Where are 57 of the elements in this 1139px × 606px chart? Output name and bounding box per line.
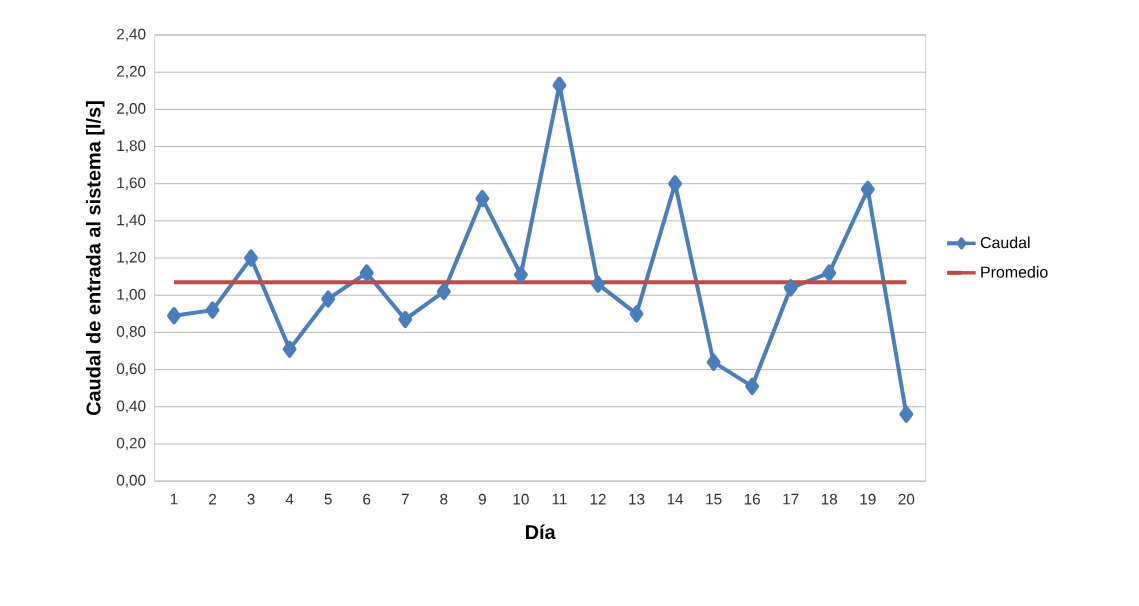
y-tick-label: 2,20 xyxy=(117,65,146,79)
x-tick-label: 19 xyxy=(860,493,876,505)
x-tick-label: 13 xyxy=(629,493,645,505)
point xyxy=(899,405,914,423)
y-axis-title: Caudal de entrada al sistema [l/s] xyxy=(85,101,105,416)
point xyxy=(513,266,528,284)
point xyxy=(436,282,451,301)
legend-label: Promedio xyxy=(981,265,1048,278)
x-tick-label: 3 xyxy=(247,493,255,505)
point xyxy=(591,275,605,293)
x-tick-label: 16 xyxy=(744,493,760,505)
x-tick-label: 1 xyxy=(170,493,178,505)
x-tick-label: 15 xyxy=(706,493,722,505)
x-tick-label: 12 xyxy=(590,493,606,505)
y-tick-label: 1,00 xyxy=(117,288,146,302)
point xyxy=(552,76,567,94)
x-tick-label: 2 xyxy=(209,493,217,505)
x-tick-label: 10 xyxy=(513,493,529,505)
point xyxy=(668,174,683,193)
y-tick-label: 1,20 xyxy=(117,251,146,265)
x-tick-label: 6 xyxy=(363,493,371,505)
x-tick-label: 9 xyxy=(478,493,486,505)
x-tick-label: 7 xyxy=(401,493,409,505)
x-tick-label: 4 xyxy=(285,493,294,505)
point xyxy=(244,249,259,267)
x-tick-label: 18 xyxy=(821,493,838,505)
y-tick-label: 1,40 xyxy=(117,214,146,228)
y-tick-label: 0,60 xyxy=(116,363,146,376)
x-tick-label: 5 xyxy=(324,493,332,505)
y-tick-label: 1,60 xyxy=(117,177,146,190)
point xyxy=(282,340,297,358)
x-tick-label: 11 xyxy=(552,493,567,505)
x-tick-label: 17 xyxy=(783,493,799,505)
point xyxy=(860,180,875,198)
x-axis-title: Día xyxy=(525,524,556,540)
point xyxy=(167,306,181,325)
x-tick-label: 20 xyxy=(898,493,915,505)
point xyxy=(745,377,760,395)
point xyxy=(822,264,837,282)
y-tick-label: 2,40 xyxy=(117,28,146,42)
x-tick-label: 8 xyxy=(440,493,448,505)
y-tick-label: 0,40 xyxy=(116,400,146,414)
point xyxy=(475,189,490,208)
y-tick-label: 0,00 xyxy=(116,474,146,488)
y-tick-label: 0,80 xyxy=(116,326,146,339)
point xyxy=(398,310,413,328)
point xyxy=(205,301,220,319)
point xyxy=(706,353,721,371)
y-tick-label: 2,00 xyxy=(117,102,146,116)
point xyxy=(629,305,644,323)
y-tick-label: 1,80 xyxy=(117,140,146,153)
y-tick-label: 0,20 xyxy=(116,437,146,451)
point xyxy=(359,264,374,282)
point xyxy=(321,290,336,308)
point xyxy=(783,279,798,297)
legend-label: Caudal xyxy=(980,236,1030,249)
x-tick-label: 14 xyxy=(667,493,684,505)
